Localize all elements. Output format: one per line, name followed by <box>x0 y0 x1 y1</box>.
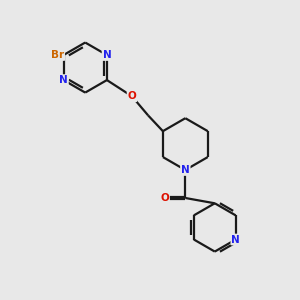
Text: N: N <box>103 50 111 60</box>
Text: N: N <box>181 165 190 175</box>
Text: N: N <box>231 235 240 244</box>
Text: Br: Br <box>51 50 64 60</box>
Text: O: O <box>128 91 136 101</box>
Text: O: O <box>160 193 169 203</box>
Text: N: N <box>59 75 68 85</box>
